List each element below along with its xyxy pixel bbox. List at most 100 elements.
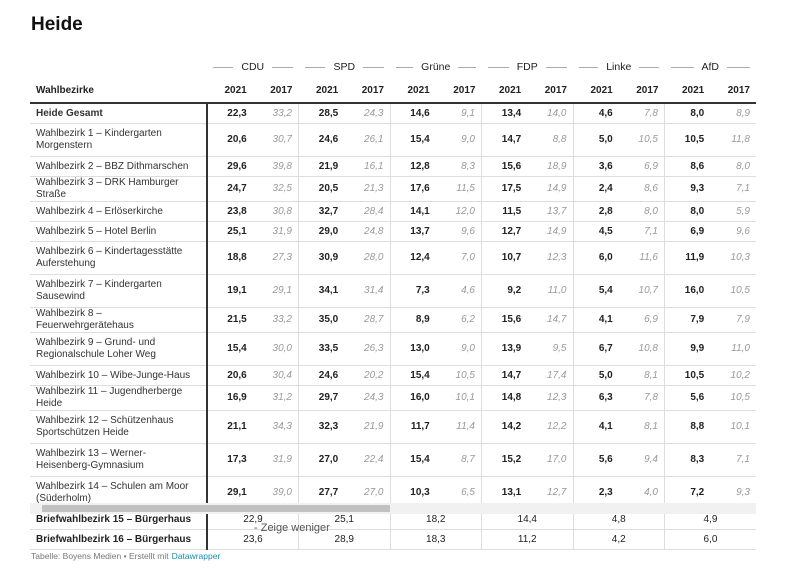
year-header: 2021	[207, 78, 253, 104]
value-cell: 14,9	[527, 176, 573, 202]
party-label: Grüne	[396, 61, 476, 73]
district-row: Heide Gesamt 22,3 33,2 28,5 24,3 14,6 9,1 13,4 1…	[30, 103, 756, 124]
source: Tabelle: Boyens Medien • Erstellt mit	[31, 551, 169, 561]
value-cell: 28,9	[298, 529, 390, 550]
value-cell: 10,1	[435, 385, 482, 411]
value-cell: 17,6	[389, 176, 436, 202]
party-header: CDU	[207, 56, 299, 78]
value-cell: 22,9	[206, 509, 299, 530]
value-cell: 5,6	[572, 443, 619, 477]
party-header: FDP	[482, 56, 574, 78]
value-cell: 8,0	[664, 201, 711, 222]
value-cell: 20,6	[206, 123, 253, 157]
year-header: 2021	[664, 78, 711, 104]
district-name: Wahlbezirk 4 – Erlöserkirche	[30, 201, 207, 222]
table-wrap: CDU SPD Grüne FDP Linke AfD Wahlbezirke 2021 20…	[30, 56, 756, 550]
year-header: 2021	[298, 78, 345, 104]
value-cell: 8,8	[527, 123, 573, 157]
value-cell: 25,1	[298, 509, 390, 530]
value-cell: 8,6	[664, 156, 711, 177]
value-cell: 8,3	[435, 156, 482, 177]
value-cell: 11,4	[435, 410, 482, 444]
value-cell: 31,9	[252, 221, 299, 242]
value-cell: 18,2	[389, 509, 482, 530]
district-name: Wahlbezirk 7 – Kindergarten Sausewind	[30, 274, 207, 308]
value-cell: 30,8	[252, 201, 299, 222]
value-cell: 16,0	[664, 274, 711, 308]
district-row: Wahlbezirk 12 – Schützenhaus Sportschütz…	[30, 410, 756, 444]
value-cell: 24,6	[298, 365, 345, 386]
value-cell: 25,1	[206, 221, 253, 242]
value-cell: 13,9	[481, 332, 528, 366]
district-row: Wahlbezirk 6 – Kindertagesstätte Auferst…	[30, 241, 756, 275]
value-cell: 29,0	[298, 221, 345, 242]
party-label: Linke	[579, 61, 659, 73]
value-cell: 7,9	[664, 307, 711, 333]
scrollbar[interactable]	[30, 503, 756, 514]
party-header: Grüne	[390, 56, 482, 78]
value-cell: 8,8	[664, 410, 711, 444]
value-cell: 8,0	[618, 201, 665, 222]
value-cell: 6,3	[572, 385, 619, 411]
value-cell: 14,2	[481, 410, 528, 444]
value-cell: 13,4	[481, 103, 528, 124]
value-cell: 5,0	[572, 365, 619, 386]
district-name: Briefwahlbezirk 15 – Bürgerhaus	[30, 509, 207, 530]
value-cell: 30,4	[252, 365, 299, 386]
value-cell: 7,1	[710, 176, 756, 202]
value-cell: 11,0	[710, 332, 756, 366]
value-cell: 9,3	[664, 176, 711, 202]
value-cell: 9,6	[435, 221, 482, 242]
value-cell: 32,3	[298, 410, 345, 444]
value-cell: 15,4	[389, 443, 436, 477]
value-cell: 5,9	[710, 201, 756, 222]
district-name: Wahlbezirk 1 – Kindergarten Morgenstern	[30, 123, 207, 157]
value-cell: 15,4	[389, 365, 436, 386]
value-cell: 7,1	[710, 443, 756, 477]
value-cell: 9,1	[435, 103, 482, 124]
value-cell: 9,9	[664, 332, 711, 366]
value-cell: 7,0	[435, 241, 482, 275]
value-cell: 8,9	[389, 307, 436, 333]
datawrapper-link[interactable]: Datawrapper	[171, 551, 221, 561]
value-cell: 24,3	[344, 103, 390, 124]
year-header: 2021	[481, 78, 528, 104]
value-cell: 32,7	[298, 201, 345, 222]
value-cell: 33,5	[298, 332, 345, 366]
value-cell: 15,4	[389, 123, 436, 157]
value-cell: 23,6	[206, 529, 299, 550]
party-header: AfD	[665, 56, 757, 78]
value-cell: 31,9	[252, 443, 299, 477]
postal-row: Briefwahlbezirk 16 – Bürgerhaus 23,6 28,9 1…	[30, 529, 756, 550]
party-label: FDP	[488, 61, 568, 73]
value-cell: 10,5	[710, 274, 756, 308]
value-cell: 2,8	[572, 201, 619, 222]
results-table: CDU SPD Grüne FDP Linke AfD Wahlbezirke 2021 20…	[30, 56, 756, 550]
value-cell: 15,4	[206, 332, 253, 366]
value-cell: 39,8	[252, 156, 299, 177]
value-cell: 7,8	[618, 103, 665, 124]
value-cell: 8,0	[664, 103, 711, 124]
value-cell: 33,2	[252, 103, 299, 124]
show-less-button[interactable]: - Zeige weniger	[254, 522, 330, 534]
scroll-thumb[interactable]	[42, 505, 390, 512]
district-name: Wahlbezirk 9 – Grund- und Regionalschule…	[30, 332, 207, 366]
value-cell: 10,5	[618, 123, 665, 157]
year-header: 2017	[252, 78, 299, 104]
value-cell: 3,6	[572, 156, 619, 177]
district-name: Wahlbezirk 6 – Kindertagesstätte Auferst…	[30, 241, 207, 275]
value-cell: 8,6	[618, 176, 665, 202]
value-cell: 18,3	[389, 529, 482, 550]
value-cell: 21,9	[344, 410, 390, 444]
value-cell: 16,1	[344, 156, 390, 177]
district-name: Heide Gesamt	[30, 103, 207, 124]
value-cell: 4,1	[572, 307, 619, 333]
year-header: 2021	[390, 78, 436, 104]
district-header: Wahlbezirke	[30, 78, 207, 104]
value-cell: 17,5	[481, 176, 528, 202]
value-cell: 8,7	[435, 443, 482, 477]
value-cell: 12,4	[389, 241, 436, 275]
value-cell: 9,4	[618, 443, 665, 477]
value-cell: 10,5	[664, 123, 711, 157]
